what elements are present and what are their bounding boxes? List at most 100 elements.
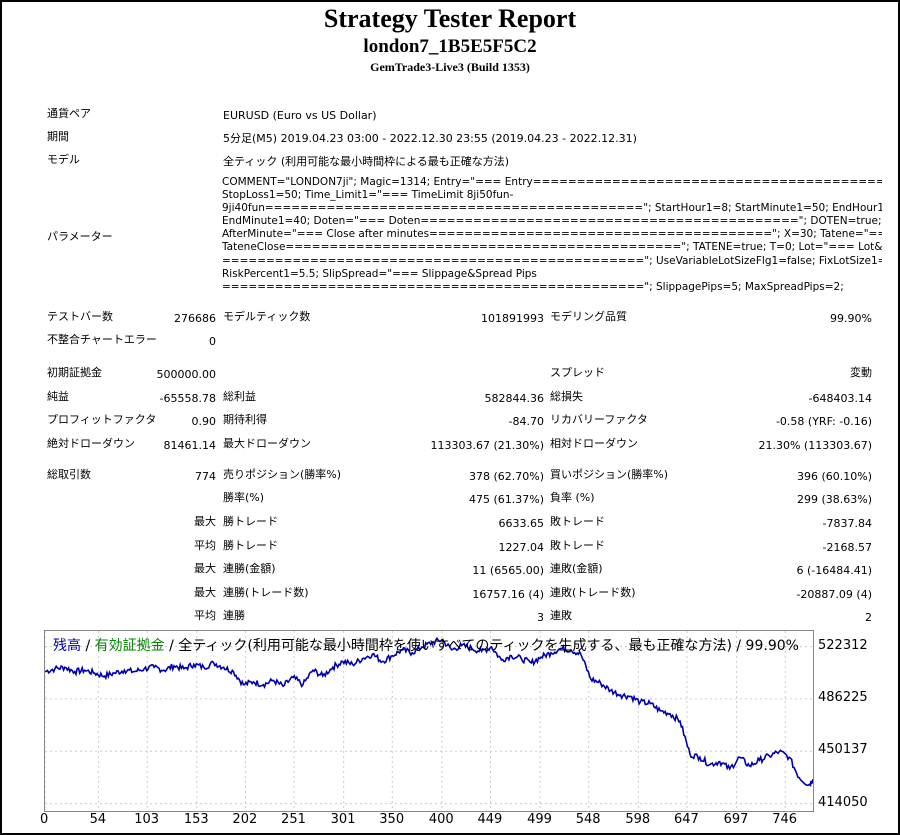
quality-label: モデリング品質 [550, 310, 627, 323]
chart-svg [44, 631, 814, 811]
model-value: 全ティック (利用可能な最小時間枠による最も正確な方法) [223, 155, 510, 168]
legend-model-info: / 全ティック(利用可能な最小時間枠を使いすべてのティックを生成する、最も正確な… [164, 638, 799, 654]
abs-drawdown-value: 81461.14 [163, 439, 217, 452]
period-label: 期間 [47, 130, 69, 143]
cons-losses-value: 6 (-16484.41) [796, 564, 872, 577]
x-tick-label: 251 [281, 812, 306, 827]
params-line: StopLoss1=50; Time_Limit1="=== TimeLimit… [222, 189, 514, 202]
ticks-label: モデルティック数 [223, 310, 311, 323]
avg-cons-wins-value: 3 [537, 611, 544, 624]
symbol-value: EURUSD (Euro vs US Dollar) [223, 109, 377, 122]
x-tick-label: 202 [232, 812, 258, 827]
largest-prefix: 最大 [194, 586, 216, 599]
params-line: 9ji40fun================================… [222, 202, 882, 215]
report-title: Strategy Tester Report [323, 4, 577, 33]
legend-balance: 残高 [53, 638, 81, 654]
recovery-factor-value: -0.58 (YRF: -0.16) [775, 415, 872, 428]
bars-value: 276686 [174, 312, 216, 325]
y-tick-label: 414050 [818, 794, 868, 810]
gross-profit-value: 582844.36 [484, 392, 545, 405]
short-positions-label: 売りポジション(勝率%) [223, 468, 342, 481]
avg-loss-label: 敗トレード [550, 539, 605, 552]
cons-losses-label: 連敗(金額) [550, 562, 603, 575]
net-profit-label: 純益 [47, 390, 69, 403]
params-line: RiskPercent1=5.5; SlipSpread="=== Slippa… [222, 267, 537, 280]
params-label: パラメーター [47, 230, 113, 243]
x-tick-label: 301 [330, 812, 356, 827]
ticks-value: 101891993 [481, 312, 544, 325]
gross-loss-value: -648403.14 [808, 392, 872, 405]
avg-loss-value: -2168.57 [822, 541, 872, 554]
chart-legend: 残高 / 有効証拠金 / 全ティック(利用可能な最小時間枠を使いすべてのティック… [53, 635, 799, 655]
model-label: モデル [47, 153, 80, 166]
chart-plot-area: 残高 / 有効証拠金 / 全ティック(利用可能な最小時間枠を使いすべてのティック… [44, 630, 814, 812]
legend-separator: / [81, 638, 95, 654]
y-tick-label: 486225 [818, 689, 868, 705]
short-positions-value: 378 (62.70%) [468, 470, 544, 483]
gross-profit-label: 総利益 [223, 390, 256, 403]
params-line: EndMinute1=40; Doten="=== Doten=========… [222, 215, 882, 228]
x-tick-label: 350 [379, 812, 405, 827]
recovery-factor-label: リカバリーファクタ [550, 413, 648, 426]
cons-wins-label: 連勝(金額) [223, 562, 276, 575]
win-rate-value: 475 (61.37%) [468, 493, 544, 506]
avg-cons-wins-label: 連勝 [223, 609, 245, 622]
mismatch-value: 0 [209, 335, 216, 348]
server-build: GemTrade3-Live3 (Build 1353) [370, 60, 530, 74]
max-drawdown-label: 最大ドローダウン [223, 437, 311, 450]
bars-label: テストバー数 [47, 310, 113, 323]
expert-name: london7_1B5E5F5C2 [363, 36, 537, 57]
x-tick-label: 153 [183, 812, 209, 827]
x-tick-label: 647 [673, 812, 699, 827]
largest-loss-label: 敗トレード [550, 515, 605, 528]
spread-label: スプレッド [550, 366, 605, 379]
y-tick-label: 450137 [818, 742, 868, 758]
params-line: TateneClose=============================… [222, 241, 882, 254]
largest-win-label: 勝トレード [223, 515, 278, 528]
largest-loss-value: -7837.84 [822, 517, 872, 530]
cons-wins-value: 11 (6565.00) [472, 564, 544, 577]
loss-rate-value: 299 (38.63%) [796, 493, 872, 506]
cons-loss-label: 連敗(トレード数) [550, 586, 636, 599]
average-prefix: 平均 [194, 609, 216, 622]
mismatch-label: 不整合チャートエラー [47, 333, 157, 346]
rel-drawdown-value: 21.30% (113303.67) [758, 439, 872, 452]
params-line: ========================================… [222, 280, 844, 293]
expected-payoff-label: 期待利得 [223, 413, 267, 426]
total-trades-value: 774 [195, 470, 216, 483]
deposit-value: 500000.00 [156, 368, 217, 381]
profit-factor-label: プロフィットファクタ [47, 413, 157, 426]
long-positions-value: 396 (60.10%) [796, 470, 872, 483]
spread-value: 変動 [850, 366, 872, 379]
largest-win-value: 6633.65 [498, 517, 545, 530]
loss-rate-label: 負率 (%) [550, 491, 595, 504]
avg-win-value: 1227.04 [498, 541, 545, 554]
symbol-label: 通貨ペア [47, 107, 91, 120]
params-line: COMMENT="LONDON7ji"; Magic=1314; Entry="… [222, 176, 882, 188]
abs-drawdown-label: 絶対ドローダウン [47, 437, 135, 450]
x-tick-label: 449 [477, 812, 503, 827]
gross-loss-label: 総損失 [550, 390, 583, 403]
x-tick-label: 54 [89, 812, 107, 827]
net-profit-value: -65558.78 [159, 392, 216, 405]
deposit-label: 初期証拠金 [47, 366, 102, 379]
x-tick-label: 548 [575, 812, 601, 827]
x-tick-label: 103 [134, 812, 160, 827]
cons-profit-value: 16757.16 (4) [472, 588, 544, 601]
cons-profit-label: 連勝(トレード数) [223, 586, 309, 599]
max-drawdown-value: 113303.67 (21.30%) [430, 439, 544, 452]
largest-prefix: 最大 [194, 515, 216, 528]
quality-value: 99.90% [830, 312, 872, 325]
x-tick-label: 499 [527, 812, 552, 827]
total-trades-label: 総取引数 [47, 468, 91, 481]
rel-drawdown-label: 相対ドローダウン [550, 437, 638, 450]
balance-series-line [44, 636, 814, 788]
y-tick-label: 522312 [818, 637, 868, 653]
win-rate-label: 勝率(%) [223, 491, 265, 504]
params-line: ========================================… [222, 254, 882, 267]
profit-factor-value: 0.90 [191, 415, 217, 428]
legend-equity: 有効証拠金 [94, 638, 165, 654]
x-tick-label: 400 [428, 812, 454, 827]
x-tick-label: 697 [723, 812, 749, 827]
